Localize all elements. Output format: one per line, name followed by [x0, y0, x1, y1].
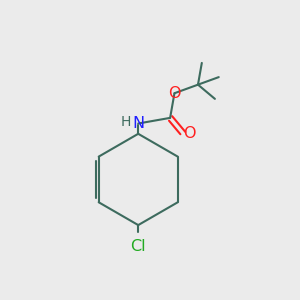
Text: H: H	[121, 115, 131, 129]
Text: O: O	[168, 86, 181, 101]
Text: Cl: Cl	[130, 239, 146, 254]
Text: N: N	[132, 116, 144, 131]
Text: O: O	[184, 126, 196, 141]
